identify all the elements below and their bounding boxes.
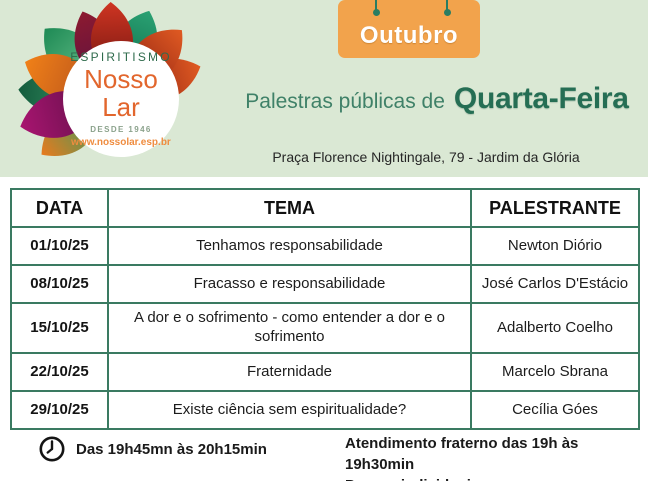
theme-cell: A dor e o sofrimento - como entender a d… [107, 302, 472, 354]
schedule-table: DATA TEMA PALESTRANTE 01/10/25 Tenhamos … [10, 188, 640, 430]
table-row: 15/10/25 A dor e o sofrimento - como ent… [10, 302, 640, 354]
date-cell: 08/10/25 [10, 264, 109, 304]
month-badge: Outubro [338, 0, 480, 58]
table-row: 08/10/25 Fracasso e responsabilidade Jos… [10, 264, 640, 304]
title-emphasis: Quarta-Feira [453, 82, 629, 115]
date-cell: 22/10/25 [10, 352, 109, 392]
nosso-lar-logo: ESPIRITISMO Nosso Lar DESDE 1946 www.nos… [4, 0, 226, 170]
column-header-speaker: PALESTRANTE [470, 188, 640, 228]
speaker-cell: Cecília Góes [470, 390, 640, 430]
theme-cell: Fraternidade [107, 352, 472, 392]
badge-pin-right-icon [443, 0, 451, 16]
table-header-row: DATA TEMA PALESTRANTE [10, 188, 640, 228]
speaker-cell: Newton Diório [470, 226, 640, 266]
badge-pin-left-icon [372, 0, 380, 16]
service-info: Atendimento fraterno das 19h às 19h30min… [345, 433, 648, 481]
logo-text-circle: ESPIRITISMO Nosso Lar DESDE 1946 www.nos… [63, 41, 179, 157]
column-header-date: DATA [10, 188, 109, 228]
table-row: 01/10/25 Tenhamos responsabilidade Newto… [10, 226, 640, 266]
speaker-cell: Adalberto Coelho [470, 302, 640, 354]
date-cell: 01/10/25 [10, 226, 109, 266]
month-badge-label: Outubro [359, 22, 459, 49]
logo-since: DESDE 1946 [90, 124, 152, 134]
column-header-theme: TEMA [107, 188, 472, 228]
logo-supertitle: ESPIRITISMO [70, 50, 172, 65]
page-title: Palestras públicas de Quarta-Feira [228, 82, 646, 116]
table-row: 29/10/25 Existe ciência sem espiritualid… [10, 390, 640, 430]
logo-name: Nosso Lar [84, 64, 158, 122]
theme-cell: Fracasso e responsabilidade [107, 264, 472, 304]
clock-icon [39, 436, 65, 462]
theme-cell: Existe ciência sem espiritualidade? [107, 390, 472, 430]
venue-address: Praça Florence Nightingale, 79 - Jardim … [272, 149, 580, 165]
table-row: 22/10/25 Fraternidade Marcelo Sbrana [10, 352, 640, 392]
session-time: Das 19h45mn às 20h15min [76, 441, 267, 458]
speaker-cell: Marcelo Sbrana [470, 352, 640, 392]
date-cell: 29/10/25 [10, 390, 109, 430]
title-prefix: Palestras públicas de [245, 90, 445, 113]
service-line-2: Passes individuais [345, 475, 648, 481]
service-line-1: Atendimento fraterno das 19h às 19h30min [345, 435, 579, 473]
logo-website: www.nossolar.esp.br [71, 136, 171, 148]
speaker-cell: José Carlos D'Estácio [470, 264, 640, 304]
date-cell: 15/10/25 [10, 302, 109, 354]
theme-cell: Tenhamos responsabilidade [107, 226, 472, 266]
